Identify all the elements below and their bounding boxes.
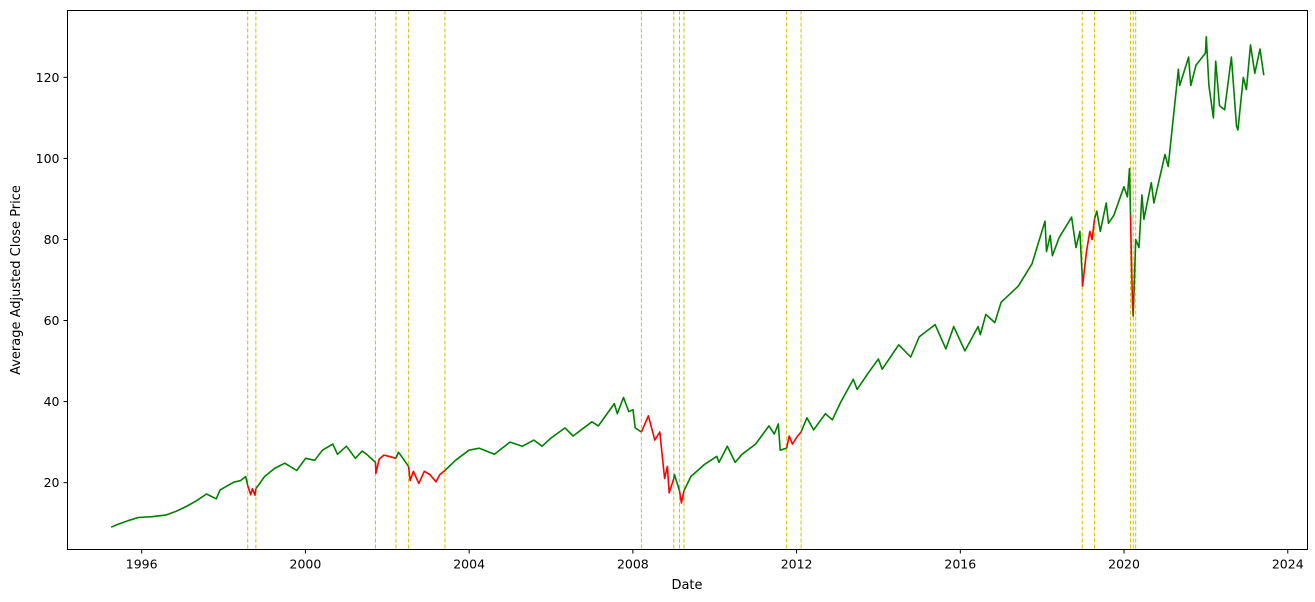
x-tick-label: 2020 — [1108, 557, 1140, 572]
y-tick-label: 40 — [44, 394, 60, 409]
price-segment-line — [395, 451, 410, 467]
y-tick-label: 20 — [44, 475, 60, 490]
y-axis: 20 40 60 80 100 120 — [36, 70, 68, 490]
drawdown-segment-line — [374, 454, 397, 475]
drawdown-segment-line — [1081, 219, 1096, 287]
x-tick-label: 2004 — [453, 557, 485, 572]
price-segment-line — [110, 475, 249, 528]
plot-frame — [67, 10, 1308, 550]
price-segment-line — [1093, 167, 1132, 233]
drawdown-segment-line — [640, 414, 675, 494]
x-tick-label: 2016 — [944, 557, 976, 572]
price-segment-line — [255, 443, 377, 490]
y-tick-label: 120 — [36, 70, 60, 85]
x-tick-label: 2012 — [781, 557, 813, 572]
y-tick-label: 80 — [44, 232, 60, 247]
event-markers — [247, 10, 1137, 550]
x-axis: 1996 2000 2004 2008 2012 2016 2020 2024 — [126, 549, 1304, 572]
price-segment-line — [444, 396, 642, 472]
x-tick-label: 2008 — [617, 557, 649, 572]
price-series — [110, 35, 1265, 528]
x-tick-label: 1996 — [126, 557, 158, 572]
drawdown-segment-line — [407, 466, 446, 485]
y-tick-label: 100 — [36, 151, 60, 166]
drawdown-segment-line — [246, 485, 257, 497]
drawdown-segment-line — [785, 431, 802, 449]
price-segment-line — [683, 423, 787, 492]
x-tick-label: 2024 — [1272, 557, 1304, 572]
price-segment-line — [673, 473, 681, 491]
y-axis-label: Average Adjusted Close Price — [9, 185, 24, 375]
drawdown-segment-line — [678, 490, 685, 504]
price-segment-line — [1132, 35, 1265, 317]
x-axis-label: Date — [671, 578, 702, 593]
price-segment-line — [800, 216, 1083, 433]
x-tick-label: 2000 — [290, 557, 322, 572]
y-tick-label: 60 — [44, 313, 60, 328]
